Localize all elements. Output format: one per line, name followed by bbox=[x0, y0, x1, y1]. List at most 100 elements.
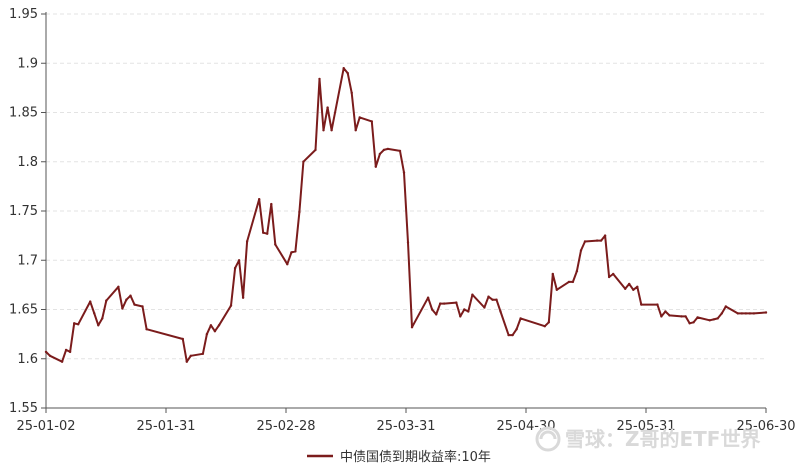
data-point bbox=[326, 106, 329, 109]
legend[interactable]: 中债国债到期收益率:10年 bbox=[307, 449, 491, 465]
data-point bbox=[89, 300, 92, 303]
x-tick-label: 25-05-31 bbox=[616, 419, 675, 434]
data-point bbox=[491, 298, 494, 301]
x-tick-label: 25-03-31 bbox=[376, 419, 435, 434]
data-point bbox=[607, 275, 611, 279]
data-point bbox=[209, 324, 213, 327]
data-point bbox=[262, 231, 265, 234]
data-point bbox=[286, 263, 289, 266]
data-point bbox=[77, 323, 80, 326]
y-tick-label: 1.8 bbox=[17, 155, 38, 170]
data-point bbox=[744, 312, 748, 315]
data-point bbox=[354, 129, 357, 132]
data-point bbox=[483, 306, 486, 309]
watermark-text: 雪球：Z哥的ETF世界 bbox=[565, 427, 760, 451]
data-point bbox=[595, 239, 599, 242]
data-point bbox=[555, 288, 558, 291]
data-point bbox=[684, 315, 687, 318]
data-point bbox=[302, 160, 305, 163]
watermark: 雪球：Z哥的ETF世界 bbox=[535, 426, 760, 452]
data-point bbox=[189, 354, 192, 357]
data-point bbox=[60, 360, 64, 363]
data-point bbox=[117, 285, 120, 288]
data-point bbox=[519, 317, 522, 320]
data-point bbox=[201, 352, 205, 355]
data-point bbox=[97, 324, 100, 327]
data-point bbox=[386, 147, 390, 151]
x-tick-label: 25-06-30 bbox=[736, 419, 795, 434]
data-point bbox=[740, 312, 744, 315]
data-point bbox=[543, 325, 546, 328]
data-point bbox=[217, 324, 221, 327]
series-group bbox=[44, 67, 768, 363]
data-point bbox=[736, 312, 739, 315]
y-tick-label: 1.55 bbox=[9, 401, 38, 416]
data-point bbox=[145, 328, 148, 331]
data-point bbox=[93, 312, 96, 315]
data-point bbox=[290, 251, 293, 254]
data-point bbox=[342, 67, 345, 70]
legend-label: 中债国债到期收益率:10年 bbox=[340, 449, 491, 465]
data-point bbox=[314, 148, 317, 152]
data-point bbox=[435, 313, 438, 316]
data-point bbox=[720, 312, 723, 315]
y-tick-label: 1.75 bbox=[9, 204, 38, 219]
data-point bbox=[632, 288, 635, 291]
data-point bbox=[583, 240, 587, 243]
data-point bbox=[245, 240, 249, 243]
y-tick-label: 1.9 bbox=[17, 56, 38, 71]
data-point bbox=[274, 243, 277, 246]
data-point bbox=[129, 294, 132, 297]
data-point bbox=[73, 322, 76, 325]
data-point bbox=[105, 299, 108, 302]
data-point bbox=[579, 249, 583, 252]
data-point bbox=[599, 239, 603, 242]
data-point bbox=[640, 303, 643, 306]
data-point bbox=[237, 259, 241, 262]
data-point bbox=[515, 328, 518, 331]
data-point bbox=[121, 307, 124, 310]
data-point bbox=[628, 282, 631, 286]
data-point bbox=[764, 311, 768, 314]
data-point bbox=[125, 298, 128, 301]
data-point bbox=[748, 312, 752, 315]
data-point bbox=[101, 317, 104, 320]
data-point bbox=[575, 269, 579, 273]
data-point bbox=[402, 171, 406, 174]
data-point bbox=[346, 71, 349, 75]
data-point bbox=[382, 148, 386, 152]
data-point bbox=[294, 250, 297, 253]
data-point bbox=[660, 315, 663, 318]
data-point bbox=[612, 272, 615, 276]
snowball-logo-icon bbox=[535, 426, 561, 452]
data-point bbox=[68, 350, 72, 354]
data-point bbox=[378, 152, 382, 156]
data-point bbox=[664, 310, 667, 313]
data-point bbox=[712, 318, 715, 321]
data-point bbox=[133, 303, 136, 306]
data-point bbox=[567, 280, 571, 284]
y-tick-label: 1.85 bbox=[9, 106, 38, 121]
data-point bbox=[463, 308, 466, 311]
data-point bbox=[507, 333, 510, 337]
data-point bbox=[48, 354, 52, 357]
data-point bbox=[443, 302, 446, 305]
data-point bbox=[430, 308, 434, 311]
data-point bbox=[350, 91, 353, 95]
data-point bbox=[213, 330, 217, 333]
data-point bbox=[716, 317, 719, 320]
data-point bbox=[270, 202, 273, 206]
data-point bbox=[258, 198, 261, 201]
data-point bbox=[499, 310, 502, 313]
data-point bbox=[487, 295, 490, 298]
data-point bbox=[724, 305, 727, 308]
data-point bbox=[426, 296, 430, 299]
data-point bbox=[692, 321, 695, 324]
y-tick-label: 1.6 bbox=[17, 352, 38, 367]
data-point bbox=[410, 326, 414, 329]
data-point bbox=[624, 287, 627, 290]
data-point bbox=[229, 304, 233, 307]
data-point bbox=[603, 234, 607, 237]
data-point bbox=[205, 332, 209, 336]
